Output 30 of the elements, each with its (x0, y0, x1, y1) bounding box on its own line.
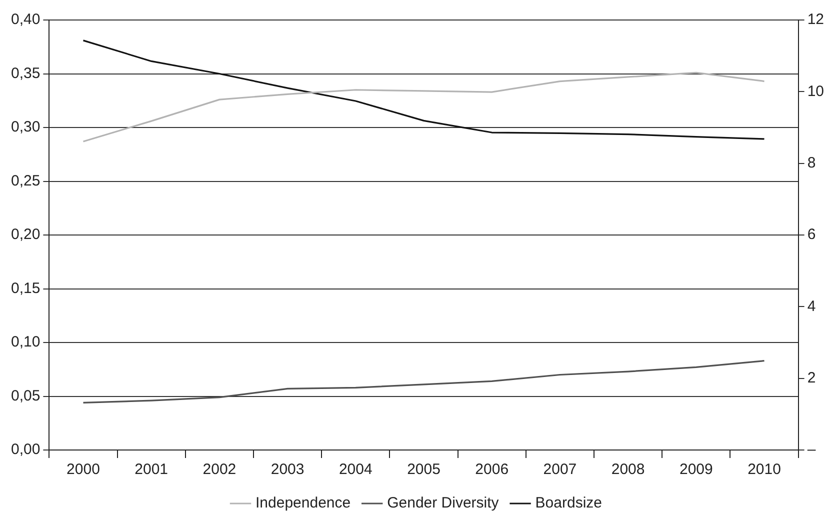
legend-label: Gender Diversity (387, 494, 500, 512)
x-tick-label: 2000 (66, 461, 100, 478)
y-tick-label: 0,05 (10, 387, 40, 404)
y-tick-label: 0,30 (10, 118, 40, 136)
y2-tick-label: 12 (807, 11, 824, 28)
x-tick-label: 2002 (202, 461, 236, 478)
y-tick-label: 0,00 (10, 441, 40, 458)
y2-tick-label: 4 (807, 298, 816, 315)
legend-label: Independence (256, 494, 351, 512)
x-tick-label: 2003 (270, 461, 304, 478)
x-tick-label: 2009 (679, 461, 713, 478)
x-tick-label: 2004 (338, 461, 372, 478)
y-tick-label: 0,15 (10, 280, 40, 297)
y-tick-label: 0,20 (10, 226, 40, 244)
x-tick-label: 2005 (407, 461, 440, 478)
y-tick-label: 0,40 (10, 11, 40, 28)
x-tick-label: 2001 (134, 461, 168, 478)
y-tick-label: 0,10 (10, 334, 40, 351)
x-tick-label: 2008 (611, 461, 645, 478)
y-tick-label: 0,25 (10, 172, 40, 190)
y2-tick-label: – (807, 441, 816, 458)
y2-tick-label: 2 (807, 369, 816, 386)
y2-tick-label: 10 (807, 82, 824, 100)
x-tick-label: 2006 (475, 461, 509, 478)
x-tick-label: 2007 (543, 461, 577, 478)
y2-tick-label: 6 (807, 226, 816, 244)
y2-tick-label: 8 (807, 154, 816, 172)
x-tick-label: 2010 (748, 461, 781, 478)
legend-label: Boardsize (535, 494, 602, 512)
y-tick-label: 0,35 (10, 64, 40, 82)
